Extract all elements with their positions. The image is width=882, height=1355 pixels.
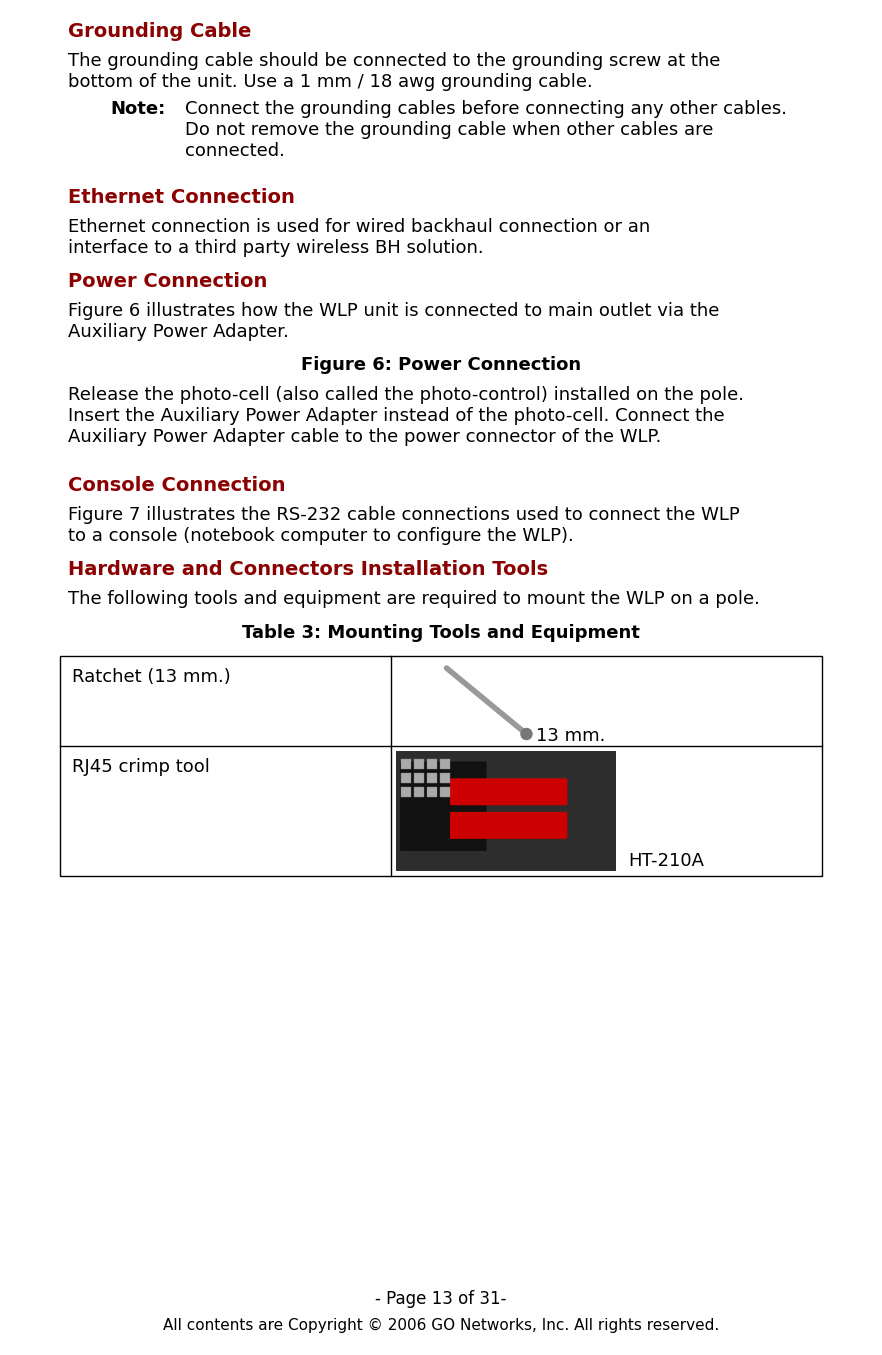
Circle shape	[521, 729, 532, 740]
FancyBboxPatch shape	[450, 812, 567, 839]
Bar	[401, 759, 412, 770]
Text: The following tools and equipment are required to mount the WLP on a pole.: The following tools and equipment are re…	[68, 589, 760, 608]
Text: Ratchet (13 mm.): Ratchet (13 mm.)	[72, 668, 231, 686]
Bar	[401, 772, 412, 783]
Text: Connect the grounding cables before connecting any other cables.
Do not remove t: Connect the grounding cables before conn…	[185, 100, 787, 160]
Text: RJ45 crimp tool: RJ45 crimp tool	[72, 757, 210, 776]
FancyBboxPatch shape	[450, 778, 567, 805]
Text: All contents are Copyright © 2006 GO Networks, Inc. All rights reserved.: All contents are Copyright © 2006 GO Net…	[163, 1318, 719, 1333]
Bar	[428, 772, 437, 783]
Text: Ethernet Connection: Ethernet Connection	[68, 188, 295, 207]
Text: The grounding cable should be connected to the grounding screw at the
bottom of : The grounding cable should be connected …	[68, 51, 721, 91]
Text: Figure 6: Power Connection: Figure 6: Power Connection	[301, 356, 581, 374]
Text: Power Connection: Power Connection	[68, 272, 267, 291]
Text: Note:: Note:	[110, 100, 165, 118]
Bar	[440, 787, 451, 797]
Bar	[415, 772, 424, 783]
Text: Table 3: Mounting Tools and Equipment: Table 3: Mounting Tools and Equipment	[242, 625, 640, 642]
Bar	[60, 656, 822, 875]
Bar	[428, 759, 437, 770]
Text: Ethernet connection is used for wired backhaul connection or an
interface to a t: Ethernet connection is used for wired ba…	[68, 218, 650, 257]
Bar	[415, 759, 424, 770]
Text: Figure 6 illustrates how the WLP unit is connected to main outlet via the
Auxili: Figure 6 illustrates how the WLP unit is…	[68, 302, 720, 341]
Text: Hardware and Connectors Installation Tools: Hardware and Connectors Installation Too…	[68, 560, 548, 579]
Bar	[440, 759, 451, 770]
FancyBboxPatch shape	[400, 762, 487, 851]
Text: Release the photo-cell (also called the photo-control) installed on the pole.
In: Release the photo-cell (also called the …	[68, 386, 744, 446]
Text: Figure 7 illustrates the RS-232 cable connections used to connect the WLP
to a c: Figure 7 illustrates the RS-232 cable co…	[68, 505, 740, 545]
Text: HT-210A: HT-210A	[629, 852, 705, 870]
Bar	[415, 787, 424, 797]
Bar	[397, 751, 617, 871]
Bar	[428, 787, 437, 797]
Text: 13 mm.: 13 mm.	[536, 728, 606, 745]
Text: - Page 13 of 31-: - Page 13 of 31-	[375, 1290, 507, 1308]
Bar	[401, 787, 412, 797]
Text: Grounding Cable: Grounding Cable	[68, 22, 251, 41]
Bar	[440, 772, 451, 783]
Text: Console Connection: Console Connection	[68, 476, 286, 495]
